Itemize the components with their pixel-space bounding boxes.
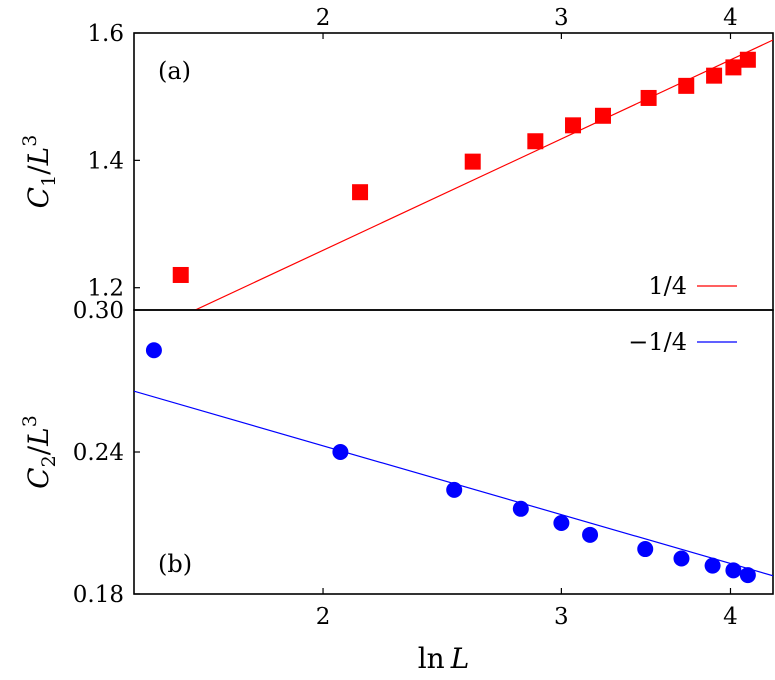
top-points [172, 51, 756, 283]
data-point-circle [553, 515, 570, 531]
x-axis-label: ln L [418, 642, 470, 675]
data-point-circle [332, 444, 349, 460]
bottom-legend-label: −1/4 [628, 328, 687, 356]
top-fit-line-group [193, 39, 773, 310]
data-point-square [527, 133, 544, 150]
top-legend-label: 1/4 [648, 272, 687, 300]
top-y-tick-label: 1.6 [87, 21, 124, 47]
data-point-square [565, 117, 582, 134]
bottom-x-tick-label: 2 [316, 604, 331, 630]
data-point-square [739, 51, 756, 68]
data-point-circle [725, 562, 742, 579]
data-point-square [172, 266, 189, 283]
top-panel-label: (a) [158, 57, 191, 85]
panel-bottom: 2 3 4 0.18 0.24 0.30 (b) −1/4 C2/L3 ln L [19, 298, 774, 675]
data-point-circle [637, 541, 654, 558]
data-point-square [464, 153, 481, 170]
top-y-tick-label: 1.2 [87, 276, 124, 302]
data-point-circle [739, 567, 756, 584]
bottom-points [145, 342, 756, 584]
data-point-square [594, 107, 611, 124]
data-point-circle [512, 500, 529, 517]
top-ticks: 2 3 4 1.2 1.4 1.6 [87, 5, 737, 302]
data-point-circle [704, 557, 721, 574]
top-x-tick-label: 4 [723, 5, 738, 31]
bottom-y-axis-label: C2/L3 [19, 415, 60, 489]
bottom-x-tick-label: 3 [554, 604, 569, 630]
bottom-ticks: 2 3 4 0.18 0.24 0.30 [73, 298, 738, 630]
data-point-circle [446, 481, 463, 498]
panel-top: 2 3 4 1.2 1.4 1.6 (a) 1/4 C1/L3 [19, 5, 774, 311]
data-point-square [725, 59, 742, 76]
top-x-tick-label: 2 [316, 5, 331, 31]
data-point-circle [145, 342, 162, 359]
top-y-tick-label: 1.4 [87, 148, 124, 174]
top-x-tick-label: 3 [554, 5, 569, 31]
bottom-y-tick-label: 0.30 [73, 298, 124, 324]
data-point-square [352, 184, 369, 201]
top-plot-frame [133, 32, 774, 311]
data-point-circle [673, 550, 690, 567]
data-point-square [678, 77, 695, 94]
bottom-y-tick-label: 0.24 [73, 440, 124, 466]
bottom-y-tick-label: 0.18 [73, 582, 124, 608]
data-point-square [706, 67, 723, 84]
top-fit-line [193, 39, 773, 310]
data-point-circle [582, 526, 599, 543]
bottom-panel-label: (b) [158, 550, 192, 578]
data-point-square [640, 89, 657, 106]
top-y-axis-label: C1/L3 [19, 135, 60, 209]
bottom-x-tick-label: 4 [723, 604, 738, 630]
